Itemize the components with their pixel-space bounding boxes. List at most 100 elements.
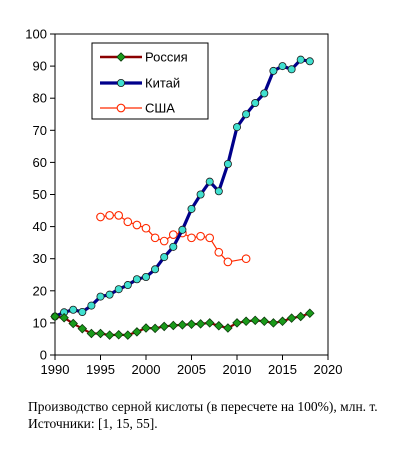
usa-point xyxy=(150,233,160,243)
y-tick-label: 90 xyxy=(33,59,47,74)
china-point xyxy=(269,66,278,75)
y-tick-label: 80 xyxy=(33,91,47,106)
legend-china-label: Китай xyxy=(145,76,180,91)
china-point xyxy=(260,89,269,98)
china-point xyxy=(151,265,160,274)
china-point xyxy=(114,285,123,294)
china-point xyxy=(242,110,251,119)
usa-point xyxy=(196,231,205,241)
y-tick-label: 60 xyxy=(33,155,47,170)
y-tick-label: 50 xyxy=(33,187,47,202)
y-tick-label: 70 xyxy=(33,123,47,138)
china-point xyxy=(196,190,205,199)
axes: 0 10 20 30 40 50 60 70 80 90 100 1990 1995 2000 2005 20… xyxy=(25,27,342,378)
china-point xyxy=(87,301,96,310)
usa-point xyxy=(241,254,251,264)
china-point xyxy=(287,65,296,74)
russia-point xyxy=(195,319,206,329)
y-tick-label: 20 xyxy=(33,283,47,298)
china-point xyxy=(187,204,196,213)
legend-usa-marker xyxy=(116,103,126,113)
figure-caption: Производство серной кислоты (в пересчете… xyxy=(28,399,378,431)
usa-point xyxy=(168,230,178,239)
legend-russia-marker xyxy=(116,52,126,62)
x-tick-label: 2000 xyxy=(132,362,161,377)
usa-point xyxy=(223,257,233,267)
china-point xyxy=(278,62,287,71)
chart: 0 10 20 30 40 50 60 70 80 90 100 1990 1995 2000 2005 20… xyxy=(25,27,342,378)
x-tick-label: 2015 xyxy=(268,362,297,377)
x-tick-label: 1990 xyxy=(41,362,70,377)
china-point xyxy=(78,307,87,316)
usa-point xyxy=(159,236,169,246)
usa-point xyxy=(132,220,142,230)
russia-point xyxy=(150,323,160,334)
y-tick-label: 40 xyxy=(33,219,47,234)
russia-point xyxy=(95,328,106,339)
legend-usa-label: США xyxy=(145,101,175,116)
china-point xyxy=(141,272,150,281)
china-point xyxy=(205,177,214,186)
y-tick-label: 30 xyxy=(33,251,47,266)
russia-point xyxy=(250,315,260,326)
china-point xyxy=(305,57,314,66)
russia-point xyxy=(123,330,133,340)
usa-point xyxy=(96,212,105,222)
usa-series-line xyxy=(100,214,247,263)
china-point xyxy=(178,225,187,234)
usa-point xyxy=(123,217,133,227)
russia-point xyxy=(177,320,188,330)
usa-point xyxy=(105,211,114,220)
russia-point xyxy=(59,312,69,323)
russia-point xyxy=(50,311,60,322)
china-point xyxy=(232,123,241,132)
russia-point xyxy=(214,321,224,331)
russia-point xyxy=(168,320,179,331)
china-point xyxy=(251,99,260,108)
china-point xyxy=(214,187,223,196)
russia-point xyxy=(241,316,251,327)
russia-point xyxy=(277,316,288,327)
usa-point xyxy=(141,223,151,233)
x-tick-label: 2020 xyxy=(314,362,343,377)
usa-point xyxy=(214,247,224,257)
china-point xyxy=(123,281,132,290)
china-point xyxy=(105,290,114,299)
china-point xyxy=(160,253,169,262)
russia-point xyxy=(159,321,169,332)
russia-point xyxy=(68,318,78,329)
russia-point xyxy=(132,327,142,337)
legend-russia-label: Россия xyxy=(145,50,188,65)
legend-china-marker xyxy=(117,79,126,88)
russia-point xyxy=(141,323,151,333)
usa-point xyxy=(205,233,215,243)
russia-point xyxy=(104,330,115,340)
russia-point xyxy=(77,323,88,334)
china-point xyxy=(132,275,141,284)
series-layer xyxy=(50,55,315,340)
y-tick-label: 100 xyxy=(25,27,47,42)
legend: Россия Китай США xyxy=(91,42,209,120)
russia-point xyxy=(259,316,270,327)
russia-point xyxy=(223,323,233,333)
russia-point xyxy=(286,313,297,323)
russia-point xyxy=(295,311,306,322)
russia-point xyxy=(113,330,124,340)
china-point xyxy=(69,305,78,314)
china-point xyxy=(169,242,178,251)
russia-point xyxy=(305,308,315,319)
x-tick-label: 2010 xyxy=(223,362,252,377)
russia-point xyxy=(86,328,97,339)
russia-point xyxy=(186,319,197,329)
y-tick-label: 10 xyxy=(33,315,47,330)
russia-point xyxy=(232,318,242,328)
china-point xyxy=(296,55,305,64)
x-tick-label: 2005 xyxy=(177,362,206,377)
china-point xyxy=(223,160,232,169)
china-point xyxy=(96,292,105,301)
russia-point xyxy=(204,318,215,328)
y-tick-label: 0 xyxy=(40,348,47,363)
russia-point xyxy=(268,318,279,328)
usa-point xyxy=(114,211,124,220)
legend-box xyxy=(91,42,209,120)
